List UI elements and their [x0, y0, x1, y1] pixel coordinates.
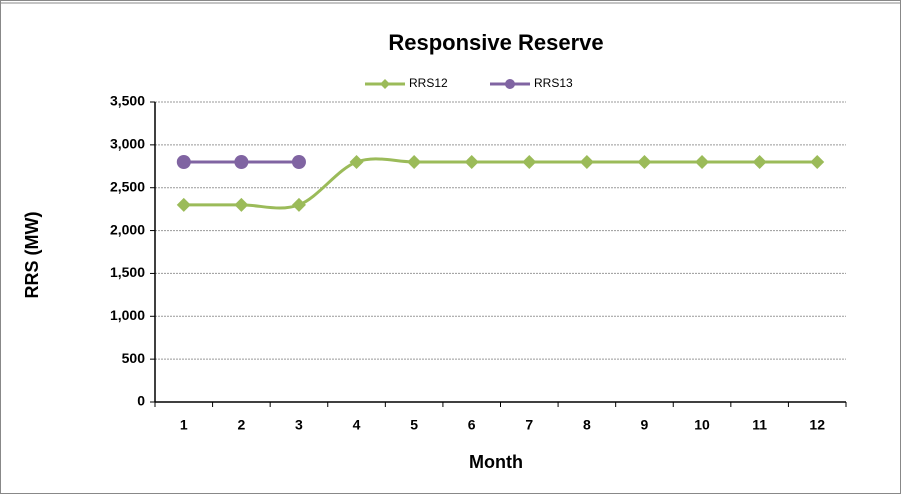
marker [810, 155, 825, 169]
x-tick-label: 3 [295, 417, 303, 433]
marker [464, 155, 479, 169]
y-tick-label: 1,500 [110, 264, 145, 280]
marker [695, 155, 710, 169]
marker [637, 155, 652, 169]
x-tick-label: 1 [180, 417, 188, 433]
y-tick-label: 3,500 [110, 93, 145, 109]
marker [234, 155, 249, 169]
x-tick-label: 10 [694, 417, 710, 433]
marker [176, 197, 191, 212]
y-tick-label: 1,000 [110, 307, 145, 323]
legend-marker [505, 79, 515, 89]
legend-marker [380, 79, 390, 89]
y-tick-label: 500 [122, 350, 146, 366]
x-tick-label: 8 [583, 417, 591, 433]
x-tick-label: 2 [237, 417, 245, 433]
x-tick-label: 5 [410, 417, 418, 433]
y-tick-label: 0 [137, 393, 145, 409]
x-tick-label: 4 [353, 417, 361, 433]
x-tick-label: 12 [809, 417, 825, 433]
marker [752, 155, 767, 169]
marker [522, 155, 537, 169]
x-tick-label: 11 [752, 417, 767, 433]
x-tick-label: 7 [525, 417, 533, 433]
chart-title: Responsive Reserve [388, 30, 603, 55]
marker [291, 155, 306, 169]
y-tick-label: 3,000 [110, 136, 145, 152]
marker [291, 197, 306, 212]
marker [176, 155, 191, 169]
y-tick-label: 2,500 [110, 178, 145, 194]
x-tick-label: 9 [641, 417, 649, 433]
legend-label: RRS13 [534, 76, 573, 90]
x-axis-label: Month [469, 452, 523, 472]
marker [234, 197, 249, 212]
y-tick-label: 2,000 [110, 221, 145, 237]
marker [407, 155, 422, 169]
marker [349, 155, 364, 169]
marker [579, 155, 594, 169]
legend-label: RRS12 [409, 76, 448, 90]
x-tick-label: 6 [468, 417, 476, 433]
y-axis-label: RRS (MW) [22, 212, 42, 299]
